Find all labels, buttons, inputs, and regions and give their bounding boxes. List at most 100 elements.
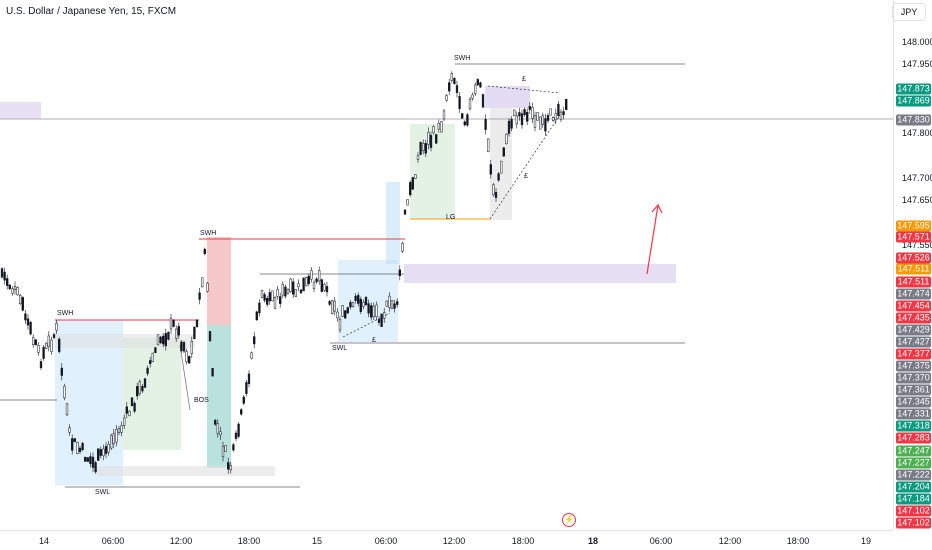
- candle-body: [307, 275, 310, 285]
- candle-body: [518, 112, 521, 117]
- candle-body: [383, 312, 386, 319]
- candle-body: [21, 297, 24, 311]
- candle-body: [167, 332, 170, 340]
- price-tick: 147.550: [902, 240, 932, 250]
- candle-body: [289, 278, 292, 293]
- candle-body: [237, 423, 240, 437]
- candle-body: [52, 334, 56, 338]
- candle-body: [91, 456, 95, 468]
- candle-body: [0, 268, 4, 278]
- price-label: 147.435: [896, 312, 931, 324]
- wedge-label-top: £: [522, 76, 526, 83]
- price-label: 147.830: [896, 114, 931, 126]
- time-tick: 12:00: [718, 536, 742, 546]
- candle-body: [89, 456, 92, 464]
- candle-body: [455, 85, 459, 93]
- zone-blue-2: [338, 260, 398, 342]
- swl-label-right: SWL: [332, 345, 348, 352]
- candle-body: [476, 79, 479, 86]
- price-label: 147.526: [896, 252, 931, 264]
- price-label: 147.869: [896, 95, 931, 107]
- candle-body: [16, 287, 19, 296]
- candle-body: [284, 286, 287, 297]
- candle-body: [211, 368, 214, 377]
- candle-body: [479, 82, 482, 88]
- candle-body: [349, 302, 352, 308]
- candle-body: [47, 335, 50, 347]
- candle-body: [474, 84, 477, 94]
- price-label: 147.283: [896, 432, 931, 444]
- zone-gray-1: [55, 334, 195, 348]
- candle-body: [271, 290, 274, 302]
- candle-body: [81, 442, 84, 451]
- candle-body: [388, 295, 391, 308]
- candle-body: [65, 403, 69, 416]
- candle-body: [359, 298, 362, 312]
- lg-label: LG: [446, 214, 456, 221]
- candle-body: [445, 95, 448, 101]
- candle-body: [554, 112, 557, 121]
- price-label: 147.429: [896, 324, 931, 336]
- candle-body: [494, 192, 498, 198]
- candle-body: [203, 248, 206, 255]
- currency-button[interactable]: JPY: [892, 3, 926, 21]
- candle-body: [68, 427, 71, 433]
- candle-body: [385, 300, 388, 307]
- candle-body: [497, 173, 500, 181]
- candle-body: [372, 305, 375, 317]
- candle-body: [229, 465, 232, 471]
- candle-body: [130, 397, 134, 407]
- candle-body: [175, 328, 178, 339]
- candle-body: [401, 243, 404, 252]
- candle-body: [435, 134, 438, 144]
- swh-label-top: SWH: [454, 55, 471, 62]
- candle-body: [214, 420, 217, 425]
- candle-body: [500, 160, 503, 174]
- time-tick: 06:00: [374, 536, 398, 546]
- candle-body: [375, 304, 378, 317]
- zone-green-3: [410, 124, 455, 219]
- candle-body: [169, 318, 173, 330]
- go-to-realtime-icon[interactable]: ⚡: [562, 513, 576, 527]
- candle-body: [123, 417, 126, 426]
- candle-body: [63, 385, 66, 399]
- time-tick: 06:00: [101, 536, 125, 546]
- candle-body: [565, 98, 568, 110]
- candle-body: [510, 119, 513, 129]
- candle-body: [190, 341, 193, 354]
- candle-body: [336, 311, 339, 319]
- chart-canvas[interactable]: [0, 0, 893, 530]
- candle-body: [221, 446, 225, 458]
- candle-body: [24, 313, 27, 321]
- chart-pane[interactable]: U.S. Dollar / Japanese Yen, 15, FXCM SWH…: [0, 0, 893, 530]
- price-scale[interactable]: 148.000 147.950 147.800 147.700 147.650 147.5…: [893, 0, 932, 530]
- wedge-label-left: £: [372, 337, 376, 344]
- candle-body: [448, 82, 451, 92]
- candle-body: [263, 294, 266, 301]
- candle-body: [463, 121, 466, 126]
- price-label: 147.595: [896, 220, 931, 232]
- candle-body: [331, 300, 334, 314]
- price-tick: 147.650: [902, 195, 932, 205]
- candle-body: [544, 118, 547, 132]
- candle-body: [325, 286, 329, 293]
- candle-body: [201, 277, 204, 288]
- candle-body: [338, 319, 342, 331]
- candle-body: [323, 284, 326, 291]
- candle-body: [76, 442, 79, 454]
- candle-body: [328, 301, 331, 305]
- candle-body: [528, 106, 531, 110]
- candle-body: [141, 385, 144, 392]
- candle-body: [487, 138, 490, 152]
- symbol-title: U.S. Dollar / Japanese Yen, 15, FXCM: [6, 6, 177, 17]
- candle-body: [286, 289, 290, 294]
- price-label: 147.102: [896, 505, 931, 517]
- price-label: 147.511: [896, 276, 931, 288]
- candle-body: [94, 462, 97, 473]
- candle-body: [461, 113, 464, 119]
- candle-body: [60, 367, 63, 376]
- candle-body: [206, 282, 209, 292]
- candle-body: [427, 132, 430, 145]
- time-axis[interactable]: 14 06:00 12:00 18:00 15 06:00 12:00 18:00 18 06:0…: [0, 530, 893, 550]
- candle-body: [502, 147, 505, 157]
